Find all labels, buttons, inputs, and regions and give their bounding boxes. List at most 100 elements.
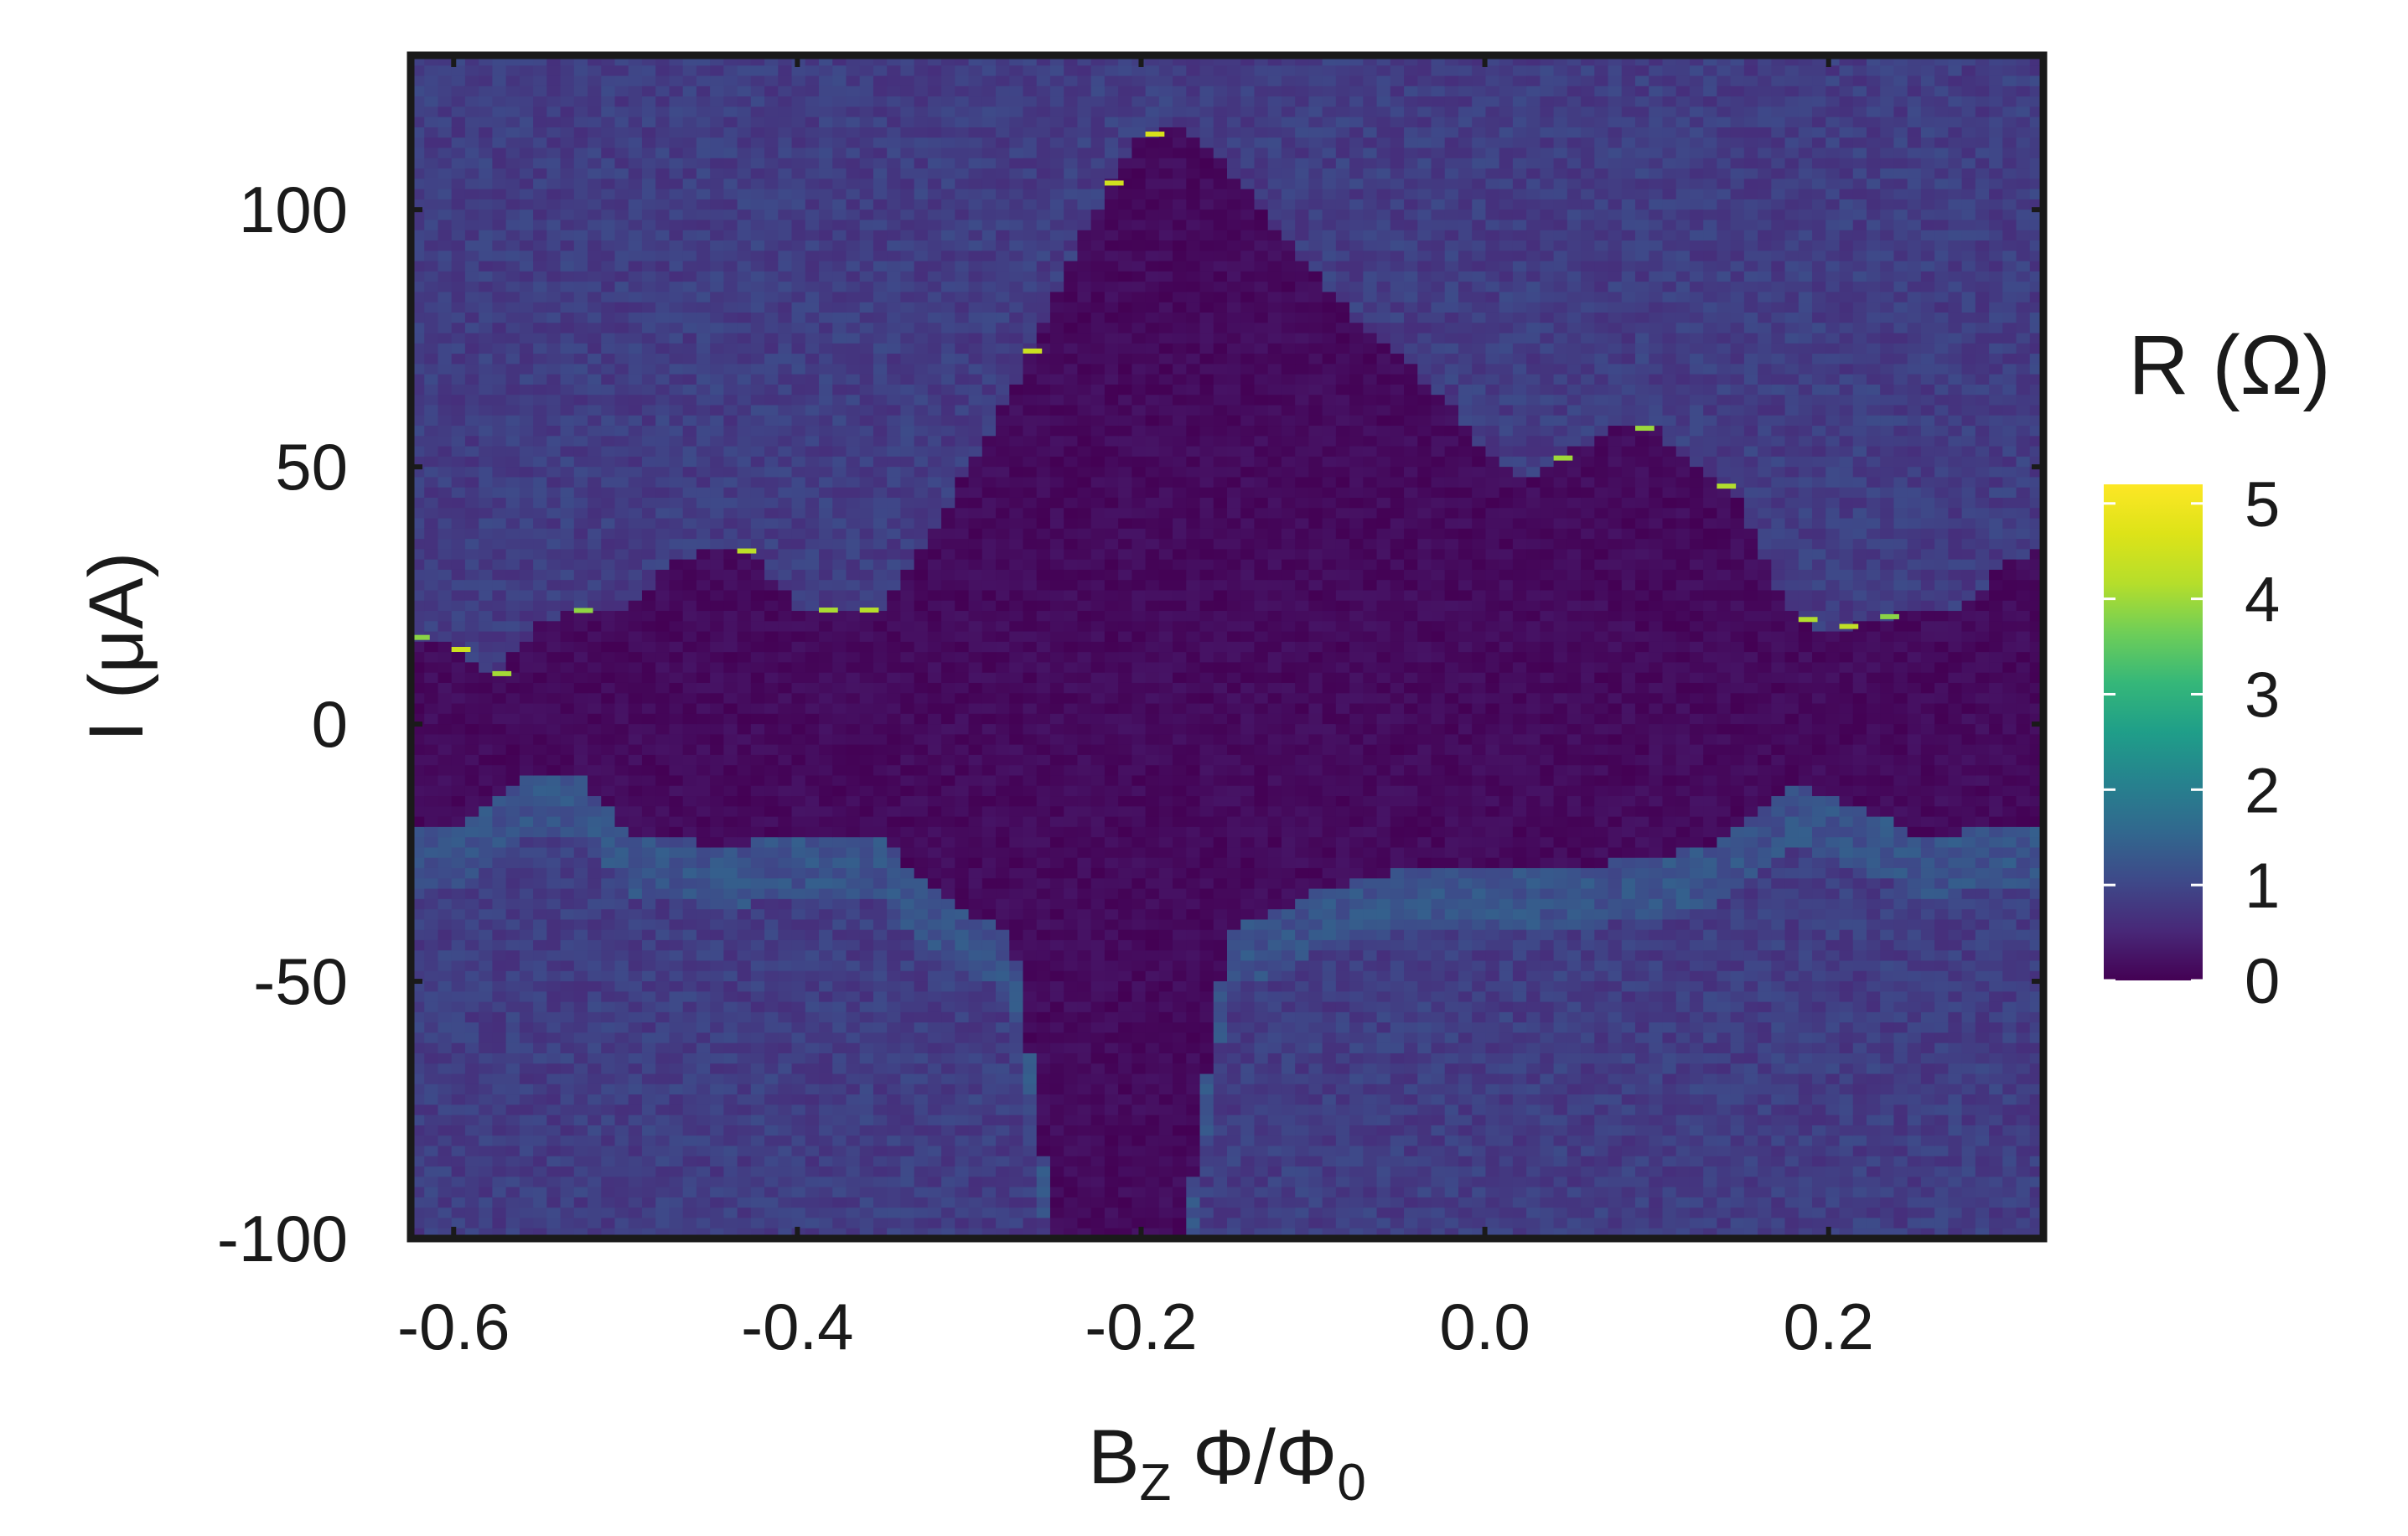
heatmap-cell [628,292,643,303]
heatmap-cell [968,857,983,869]
heatmap-cell [669,652,684,664]
heatmap-cell [791,775,806,787]
heatmap-cell [451,919,466,931]
heatmap-cell [655,1218,671,1229]
heatmap-cell [464,127,479,138]
heatmap-cell [873,528,888,540]
heatmap-cell [981,116,997,128]
heatmap-cell [819,302,833,313]
heatmap-cell [791,1011,806,1023]
heatmap-cell [573,1125,588,1136]
heatmap-cell [750,1146,765,1157]
heatmap-cell [628,1104,643,1116]
heatmap-cell [819,981,833,993]
heatmap-cell [859,682,874,694]
heatmap-cell [696,106,711,118]
heatmap-cell [546,1032,562,1044]
heatmap-cell [682,168,697,180]
heatmap-cell [492,477,507,489]
heatmap-cell [669,395,684,406]
heatmap-cell [424,652,439,664]
heatmap-cell [588,354,602,365]
heatmap-cell [723,1156,738,1167]
heatmap-cell [778,631,793,643]
heatmap-cell [641,611,656,623]
heatmap-cell [750,909,765,921]
heatmap-cell [573,765,588,777]
heatmap-cell [846,477,861,489]
heatmap-cell [859,209,874,221]
heatmap-cell [968,950,983,962]
heatmap-cell [981,590,997,602]
heatmap-cell [519,147,534,159]
heatmap-cell [750,765,765,777]
heatmap-cell [832,580,847,592]
heatmap-cell [505,426,520,437]
heatmap-cell [723,600,738,612]
heatmap-cell [710,467,725,478]
heatmap-cell [791,1042,806,1054]
heatmap-cell [573,652,588,664]
heatmap-cell [981,816,997,828]
heatmap-cell [492,230,507,241]
heatmap-cell [601,456,616,468]
heatmap-cell [614,96,629,108]
heatmap-cell [655,569,671,581]
heatmap-cell [573,1218,588,1229]
heatmap-cell [996,116,1010,128]
heatmap-cell [628,744,643,756]
heatmap-cell [887,364,902,375]
heatmap-cell [601,343,616,354]
heatmap-cell [832,1094,847,1106]
heatmap-cell [601,374,616,385]
heatmap-cell [438,652,453,664]
heatmap-cell [424,395,439,406]
heatmap-cell [873,1052,888,1064]
heatmap-cell [669,116,684,128]
heatmap-cell [887,65,902,77]
heatmap-cell [955,559,970,571]
heatmap-cell [968,713,983,725]
heatmap-cell [505,621,520,633]
heatmap-cell [791,919,806,931]
heatmap-cell [438,395,453,406]
heatmap-cell [601,816,616,828]
heatmap-cell [846,467,861,478]
heatmap-cell [927,662,942,674]
heatmap-cell [791,590,806,602]
heatmap-cell [505,240,520,251]
heatmap-cell [819,939,833,951]
heatmap-cell [968,446,983,458]
heatmap-cell [641,549,656,561]
heatmap-cell [451,147,466,159]
heatmap-cell [438,75,453,87]
heatmap-cell [669,960,684,972]
heatmap-cell [819,65,833,77]
heatmap-cell [560,600,575,612]
heatmap-cell [546,436,562,447]
heatmap-cell [614,991,629,1003]
heatmap-cell [819,116,833,128]
heatmap-cell [464,364,479,375]
heatmap-cell [546,292,562,303]
heatmap-cell [696,1001,711,1013]
heatmap-cell [805,785,820,797]
heatmap-cell [519,590,534,602]
heatmap-cell [764,600,779,612]
heatmap-cell [505,106,520,118]
heatmap-cell [737,826,752,838]
heatmap-cell [819,85,833,97]
heatmap-cell [764,682,779,694]
heatmap-cell [601,116,616,128]
heatmap-cell [873,754,888,766]
heatmap-cell [424,559,439,571]
heatmap-cell [914,312,929,323]
heatmap-cell [981,147,997,159]
heatmap-cell [710,734,725,746]
heatmap-cell [601,744,616,756]
heatmap-cell [968,1052,983,1064]
heatmap-cell [424,1177,439,1188]
heatmap-cell [655,744,671,756]
heatmap-cell [819,168,833,180]
heatmap-cell [479,106,494,118]
